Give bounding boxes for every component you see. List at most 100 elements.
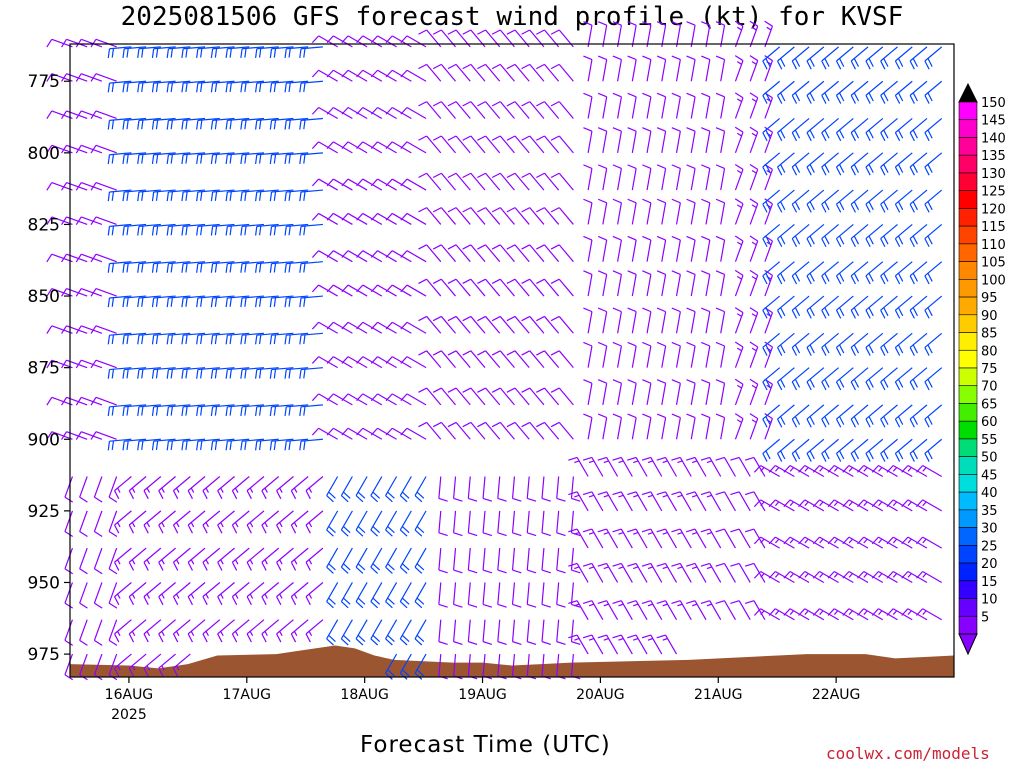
wind-barb-staff bbox=[821, 332, 839, 348]
wind-barb-flag bbox=[341, 178, 349, 187]
wind-barb-staff bbox=[720, 168, 726, 191]
wind-barb bbox=[79, 510, 88, 538]
wind-barb bbox=[715, 21, 726, 47]
wind-barb bbox=[284, 189, 309, 202]
wind-barb-staff bbox=[114, 582, 132, 598]
wind-barb-flag bbox=[244, 191, 247, 201]
wind-barb-flag bbox=[210, 226, 214, 236]
wind-barb-halfflag bbox=[647, 637, 653, 641]
wind-barb bbox=[240, 261, 265, 273]
wind-barb bbox=[122, 261, 147, 273]
wind-barb-staff bbox=[499, 63, 515, 82]
wind-barb-flag bbox=[196, 48, 199, 59]
wind-barb-flag bbox=[225, 441, 228, 451]
wind-barb-flag bbox=[734, 92, 744, 99]
wind-barb-flag bbox=[571, 641, 581, 645]
wind-barb-staff bbox=[143, 476, 162, 492]
wind-barb-staff bbox=[499, 316, 515, 334]
wind-barb-flag bbox=[765, 344, 771, 354]
wind-barb-flag bbox=[715, 164, 725, 169]
wind-barb-staff bbox=[453, 548, 457, 571]
wind-barb-flag bbox=[401, 597, 410, 605]
wind-barb-staff bbox=[187, 510, 206, 526]
wind-barb bbox=[701, 270, 711, 297]
wind-barb-flag bbox=[255, 335, 258, 345]
wind-barb-flag bbox=[151, 335, 155, 345]
wind-barb-flag bbox=[556, 641, 566, 645]
wind-barb bbox=[762, 118, 781, 142]
wind-barb-staff bbox=[777, 438, 795, 454]
wind-barb-flag bbox=[583, 307, 593, 313]
wind-barb bbox=[924, 295, 943, 319]
wind-barb-flag bbox=[777, 238, 783, 248]
wind-barb-flag bbox=[255, 369, 258, 379]
wind-barb bbox=[231, 547, 250, 571]
wind-barb bbox=[541, 582, 551, 608]
wind-barb bbox=[570, 619, 581, 645]
wind-barb-staff bbox=[723, 600, 736, 621]
wind-barb-flag bbox=[701, 307, 711, 313]
wind-barb-staff bbox=[467, 548, 471, 571]
wind-barb-staff bbox=[924, 152, 943, 168]
wind-barb-flag bbox=[612, 198, 622, 204]
wind-barb-staff bbox=[467, 582, 471, 605]
wind-barb-flag bbox=[597, 92, 607, 98]
wind-barb-flag bbox=[791, 418, 798, 428]
wind-barb-flag bbox=[894, 347, 901, 356]
wind-barb-flag bbox=[128, 561, 135, 571]
wind-barb bbox=[75, 325, 103, 334]
wind-barb bbox=[462, 350, 486, 369]
wind-barb-staff bbox=[187, 582, 206, 598]
wind-barb bbox=[46, 287, 73, 297]
wind-barb bbox=[107, 46, 132, 59]
wind-barb-staff bbox=[558, 278, 574, 297]
wind-barb-staff bbox=[541, 582, 545, 605]
wind-barb-flag bbox=[835, 60, 842, 70]
wind-barb-flag bbox=[284, 191, 287, 202]
wind-barb bbox=[656, 235, 667, 262]
wind-barb-flag bbox=[512, 569, 522, 574]
wind-barb bbox=[777, 295, 795, 319]
colorbar-label: 25 bbox=[981, 539, 998, 554]
wind-barb-flag bbox=[612, 491, 622, 496]
wind-barb-staff bbox=[453, 476, 457, 499]
wind-barb-flag bbox=[196, 441, 199, 451]
wind-barb-flag bbox=[612, 55, 622, 61]
wind-barb-flag bbox=[385, 672, 393, 680]
wind-barb-flag bbox=[400, 178, 408, 187]
wind-barb bbox=[370, 141, 397, 154]
wind-barb-flag bbox=[764, 126, 773, 133]
wind-barb-flag bbox=[447, 101, 457, 107]
wind-barb bbox=[612, 198, 623, 225]
wind-barb-halfflag bbox=[691, 603, 698, 607]
wind-barb-flag bbox=[181, 154, 184, 164]
wind-barb-staff bbox=[485, 172, 501, 191]
wind-barb-flag bbox=[269, 48, 273, 59]
wind-barb bbox=[764, 92, 774, 119]
wind-barb-staff bbox=[587, 239, 593, 262]
wind-barb-staff bbox=[232, 619, 250, 635]
wind-barb-flag bbox=[214, 334, 218, 345]
wind-barb bbox=[151, 117, 176, 130]
wind-barb-flag bbox=[521, 29, 531, 35]
wind-barb-flag bbox=[512, 641, 522, 645]
wind-barb-staff bbox=[880, 118, 898, 134]
wind-barb-staff bbox=[455, 316, 471, 334]
wind-barb-flag bbox=[835, 166, 842, 176]
colorbar-label: 105 bbox=[981, 256, 1006, 271]
wind-barb bbox=[568, 634, 589, 655]
wind-barb-flag bbox=[196, 263, 199, 273]
wind-barb-staff bbox=[665, 491, 678, 512]
wind-barb bbox=[196, 223, 220, 236]
wind-barb-flag bbox=[107, 226, 111, 236]
wind-barb-staff bbox=[880, 261, 898, 277]
wind-barb bbox=[671, 92, 681, 119]
wind-barb-staff bbox=[143, 510, 162, 526]
wind-barb-flag bbox=[883, 129, 889, 139]
chart-title: 2025081506 GFS forecast wind profile (kt… bbox=[120, 2, 904, 32]
wind-barb-flag bbox=[824, 272, 830, 282]
wind-barb-staff bbox=[705, 417, 711, 440]
wind-barb-halfflag bbox=[804, 501, 809, 507]
wind-barb bbox=[821, 295, 839, 319]
wind-barb-flag bbox=[166, 369, 170, 379]
